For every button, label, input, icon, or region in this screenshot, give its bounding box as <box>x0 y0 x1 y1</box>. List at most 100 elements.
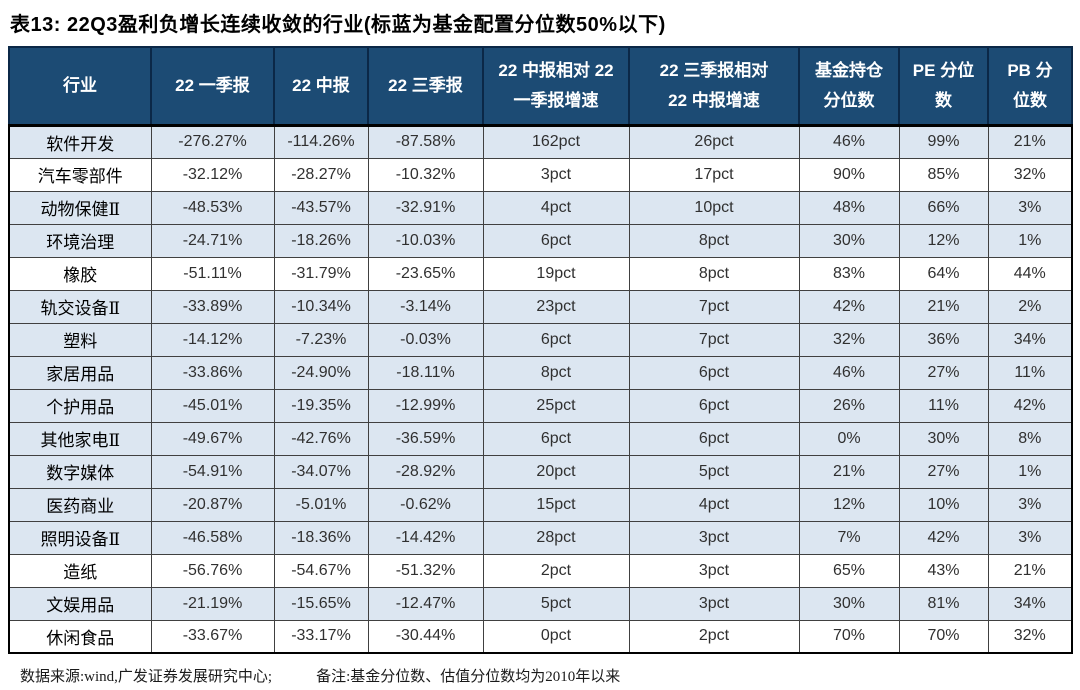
data-cell: -33.17% <box>273 619 369 654</box>
data-cell: -28.92% <box>367 454 484 489</box>
column-header-5: 22 三季报相对 22 中报增速 <box>628 46 800 127</box>
industries-table: 行业 22 一季报 22 中报 22 三季报 22 中报相对 22 一季报增速 22 三季… <box>8 46 1073 654</box>
data-cell: 12% <box>798 487 900 522</box>
data-cell: 21% <box>987 553 1073 588</box>
data-cell: 36% <box>898 322 989 357</box>
data-cell: 15pct <box>482 487 630 522</box>
data-source-text: 数据来源:wind,广发证券发展研究中心; <box>20 669 273 685</box>
industry-name: 造纸 <box>8 553 152 588</box>
industry-name: 照明设备Ⅱ <box>8 520 152 555</box>
table-row: 塑料 -14.12% -7.23% -0.03% 6pct 7pct 32% 36% 34% <box>8 322 1073 357</box>
column-header-1: 22 一季报 <box>150 46 275 127</box>
data-cell: -46.58% <box>150 520 275 555</box>
industry-name: 动物保健Ⅱ <box>8 190 152 225</box>
data-cell: 4pct <box>482 190 630 225</box>
data-cell: -45.01% <box>150 388 275 423</box>
data-cell: 7% <box>798 520 900 555</box>
industry-name: 休闲食品 <box>8 619 152 654</box>
table-row: 数字媒体 -54.91% -34.07% -28.92% 20pct 5pct 21% 27%… <box>8 454 1073 489</box>
table-row: 动物保健Ⅱ -48.53% -43.57% -32.91% 4pct 10pct 48% 66… <box>8 190 1073 225</box>
column-header-8: PB 分 位数 <box>987 46 1073 127</box>
industry-name: 其他家电Ⅱ <box>8 421 152 456</box>
industry-name: 软件开发 <box>8 124 152 159</box>
data-cell: 2pct <box>482 553 630 588</box>
data-cell: 26pct <box>628 124 800 159</box>
table-row: 环境治理 -24.71% -18.26% -10.03% 6pct 8pct 30% 12% 1… <box>8 223 1073 258</box>
data-cell: 162pct <box>482 124 630 159</box>
table-row: 造纸 -56.76% -54.67% -51.32% 2pct 3pct 65% 43% 21% <box>8 553 1073 588</box>
data-cell: -34.07% <box>273 454 369 489</box>
data-cell: 65% <box>798 553 900 588</box>
data-cell: -43.57% <box>273 190 369 225</box>
data-cell: 6pct <box>482 223 630 258</box>
industry-name: 汽车零部件 <box>8 157 152 192</box>
data-cell: -0.62% <box>367 487 484 522</box>
data-cell: 43% <box>898 553 989 588</box>
data-cell: -0.03% <box>367 322 484 357</box>
data-cell: 32% <box>987 619 1073 654</box>
table-footnote: 数据来源:wind,广发证券发展研究中心; 备注:基金分位数、估值分位数均为201… <box>20 665 1080 686</box>
data-cell: 4pct <box>628 487 800 522</box>
data-cell: -31.79% <box>273 256 369 291</box>
data-cell: 10% <box>898 487 989 522</box>
data-cell: -276.27% <box>150 124 275 159</box>
data-cell: 26% <box>798 388 900 423</box>
data-cell: -33.89% <box>150 289 275 324</box>
data-cell: 42% <box>898 520 989 555</box>
data-cell: 30% <box>798 223 900 258</box>
industry-name: 家居用品 <box>8 355 152 390</box>
data-cell: 64% <box>898 256 989 291</box>
data-cell: -54.91% <box>150 454 275 489</box>
table-row: 文娱用品 -21.19% -15.65% -12.47% 5pct 3pct 30% 81% 3… <box>8 586 1073 621</box>
industry-name: 环境治理 <box>8 223 152 258</box>
column-header-7: PE 分位 数 <box>898 46 989 127</box>
data-cell: 6pct <box>628 355 800 390</box>
data-cell: -114.26% <box>273 124 369 159</box>
data-cell: -18.36% <box>273 520 369 555</box>
data-cell: -51.11% <box>150 256 275 291</box>
data-cell: 0pct <box>482 619 630 654</box>
data-cell: 30% <box>798 586 900 621</box>
data-cell: -24.71% <box>150 223 275 258</box>
table-row: 轨交设备Ⅱ -33.89% -10.34% -3.14% 23pct 7pct 42% 21%… <box>8 289 1073 324</box>
data-cell: -21.19% <box>150 586 275 621</box>
data-cell: -56.76% <box>150 553 275 588</box>
table-row: 休闲食品 -33.67% -33.17% -30.44% 0pct 2pct 70% 70% 3… <box>8 619 1073 654</box>
table-row: 个护用品 -45.01% -19.35% -12.99% 25pct 6pct 26% 11%… <box>8 388 1073 423</box>
data-cell: -24.90% <box>273 355 369 390</box>
data-cell: 1% <box>987 223 1073 258</box>
data-cell: -33.67% <box>150 619 275 654</box>
data-cell: 46% <box>798 355 900 390</box>
table-title: 表13: 22Q3盈利负增长连续收敛的行业(标蓝为基金配置分位数50%以下) <box>10 14 666 36</box>
data-cell: 70% <box>898 619 989 654</box>
table-row: 照明设备Ⅱ -46.58% -18.36% -14.42% 28pct 3pct 7% 42%… <box>8 520 1073 555</box>
table-row: 其他家电Ⅱ -49.67% -42.76% -36.59% 6pct 6pct 0% 30% 8… <box>8 421 1073 456</box>
industry-name: 轨交设备Ⅱ <box>8 289 152 324</box>
data-cell: -51.32% <box>367 553 484 588</box>
data-cell: 3% <box>987 487 1073 522</box>
data-cell: 25pct <box>482 388 630 423</box>
table-row: 家居用品 -33.86% -24.90% -18.11% 8pct 6pct 46% 27% 1… <box>8 355 1073 390</box>
data-cell: 2% <box>987 289 1073 324</box>
data-cell: 2pct <box>628 619 800 654</box>
data-cell: 32% <box>987 157 1073 192</box>
data-cell: -14.42% <box>367 520 484 555</box>
data-cell: 70% <box>798 619 900 654</box>
data-cell: 48% <box>798 190 900 225</box>
industry-name: 塑料 <box>8 322 152 357</box>
data-cell: 8% <box>987 421 1073 456</box>
column-header-0: 行业 <box>8 46 152 127</box>
data-cell: 28pct <box>482 520 630 555</box>
data-cell: 19pct <box>482 256 630 291</box>
data-cell: -87.58% <box>367 124 484 159</box>
data-cell: 6pct <box>628 421 800 456</box>
data-cell: 3pct <box>628 520 800 555</box>
data-cell: -15.65% <box>273 586 369 621</box>
data-cell: 7pct <box>628 289 800 324</box>
data-cell: -19.35% <box>273 388 369 423</box>
data-cell: -14.12% <box>150 322 275 357</box>
data-cell: 21% <box>798 454 900 489</box>
data-cell: 11% <box>898 388 989 423</box>
data-cell: -10.34% <box>273 289 369 324</box>
